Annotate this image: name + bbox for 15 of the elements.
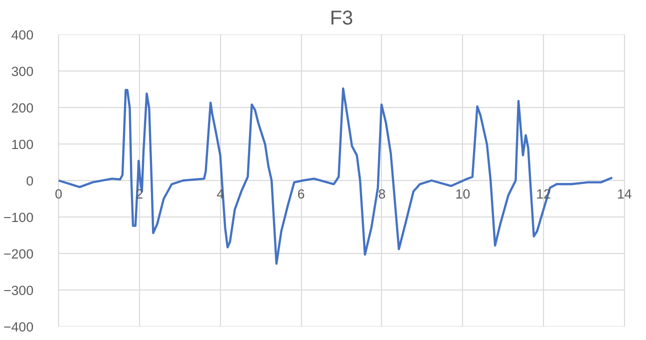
x-tick-label: 10 (455, 186, 470, 202)
y-tick-label: −100 (3, 210, 34, 225)
chart-title: F3 (330, 8, 354, 30)
y-tick-label: −300 (3, 283, 34, 298)
x-tick-label: 0 (54, 186, 62, 202)
y-tick-label: 400 (11, 28, 34, 42)
y-tick-label: 0 (26, 174, 34, 188)
y-tick-label: −400 (3, 320, 34, 334)
y-tick-label: 200 (11, 100, 34, 116)
y-tick-label: 300 (11, 64, 34, 79)
x-tick-label: 8 (378, 186, 386, 202)
y-tick-label: −200 (3, 246, 34, 262)
x-tick-label: 6 (297, 186, 305, 202)
y-tick-label: 100 (11, 137, 34, 152)
x-tick-label: 14 (616, 186, 632, 202)
